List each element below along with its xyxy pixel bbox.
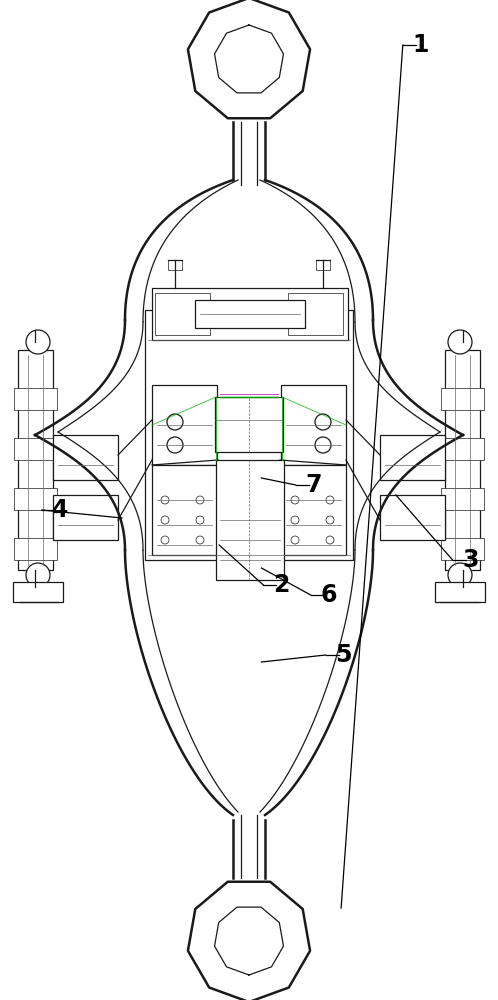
Circle shape — [448, 563, 472, 587]
Circle shape — [161, 536, 169, 544]
Circle shape — [291, 536, 299, 544]
Bar — [441, 388, 484, 410]
Circle shape — [326, 536, 334, 544]
Circle shape — [315, 414, 331, 430]
Bar — [281, 465, 346, 555]
Text: 6: 6 — [320, 583, 337, 607]
Bar — [168, 260, 182, 270]
Bar — [53, 495, 118, 540]
Circle shape — [291, 516, 299, 524]
Circle shape — [291, 496, 299, 504]
Bar — [380, 435, 445, 480]
Bar — [215, 397, 283, 452]
Circle shape — [196, 496, 204, 504]
Bar — [441, 538, 484, 560]
Bar — [435, 582, 485, 602]
Bar — [216, 460, 284, 580]
Circle shape — [161, 496, 169, 504]
Bar — [316, 260, 330, 270]
Circle shape — [448, 330, 472, 354]
Circle shape — [161, 516, 169, 524]
Circle shape — [167, 414, 183, 430]
Circle shape — [196, 516, 204, 524]
Bar — [380, 495, 445, 540]
Bar — [445, 350, 480, 570]
Text: 2: 2 — [273, 573, 289, 597]
Bar — [14, 538, 57, 560]
Bar — [53, 435, 118, 480]
Bar — [18, 350, 53, 570]
Bar — [14, 488, 57, 510]
Bar — [152, 465, 217, 555]
Circle shape — [196, 536, 204, 544]
Circle shape — [326, 516, 334, 524]
Bar — [152, 288, 348, 340]
Text: 4: 4 — [52, 498, 68, 522]
Bar — [152, 385, 217, 465]
Circle shape — [326, 496, 334, 504]
Text: 1: 1 — [413, 33, 429, 57]
Bar — [155, 293, 210, 335]
Circle shape — [167, 437, 183, 453]
Bar — [281, 385, 346, 465]
Text: 5: 5 — [335, 643, 352, 667]
Text: 3: 3 — [462, 548, 479, 572]
Text: 7: 7 — [305, 473, 322, 497]
Circle shape — [26, 563, 50, 587]
Bar — [195, 300, 305, 328]
Bar — [441, 488, 484, 510]
Bar — [441, 438, 484, 460]
Bar — [14, 438, 57, 460]
Circle shape — [26, 330, 50, 354]
Bar — [13, 582, 63, 602]
Bar — [14, 388, 57, 410]
Bar — [288, 293, 343, 335]
Circle shape — [315, 437, 331, 453]
Bar — [145, 310, 353, 560]
